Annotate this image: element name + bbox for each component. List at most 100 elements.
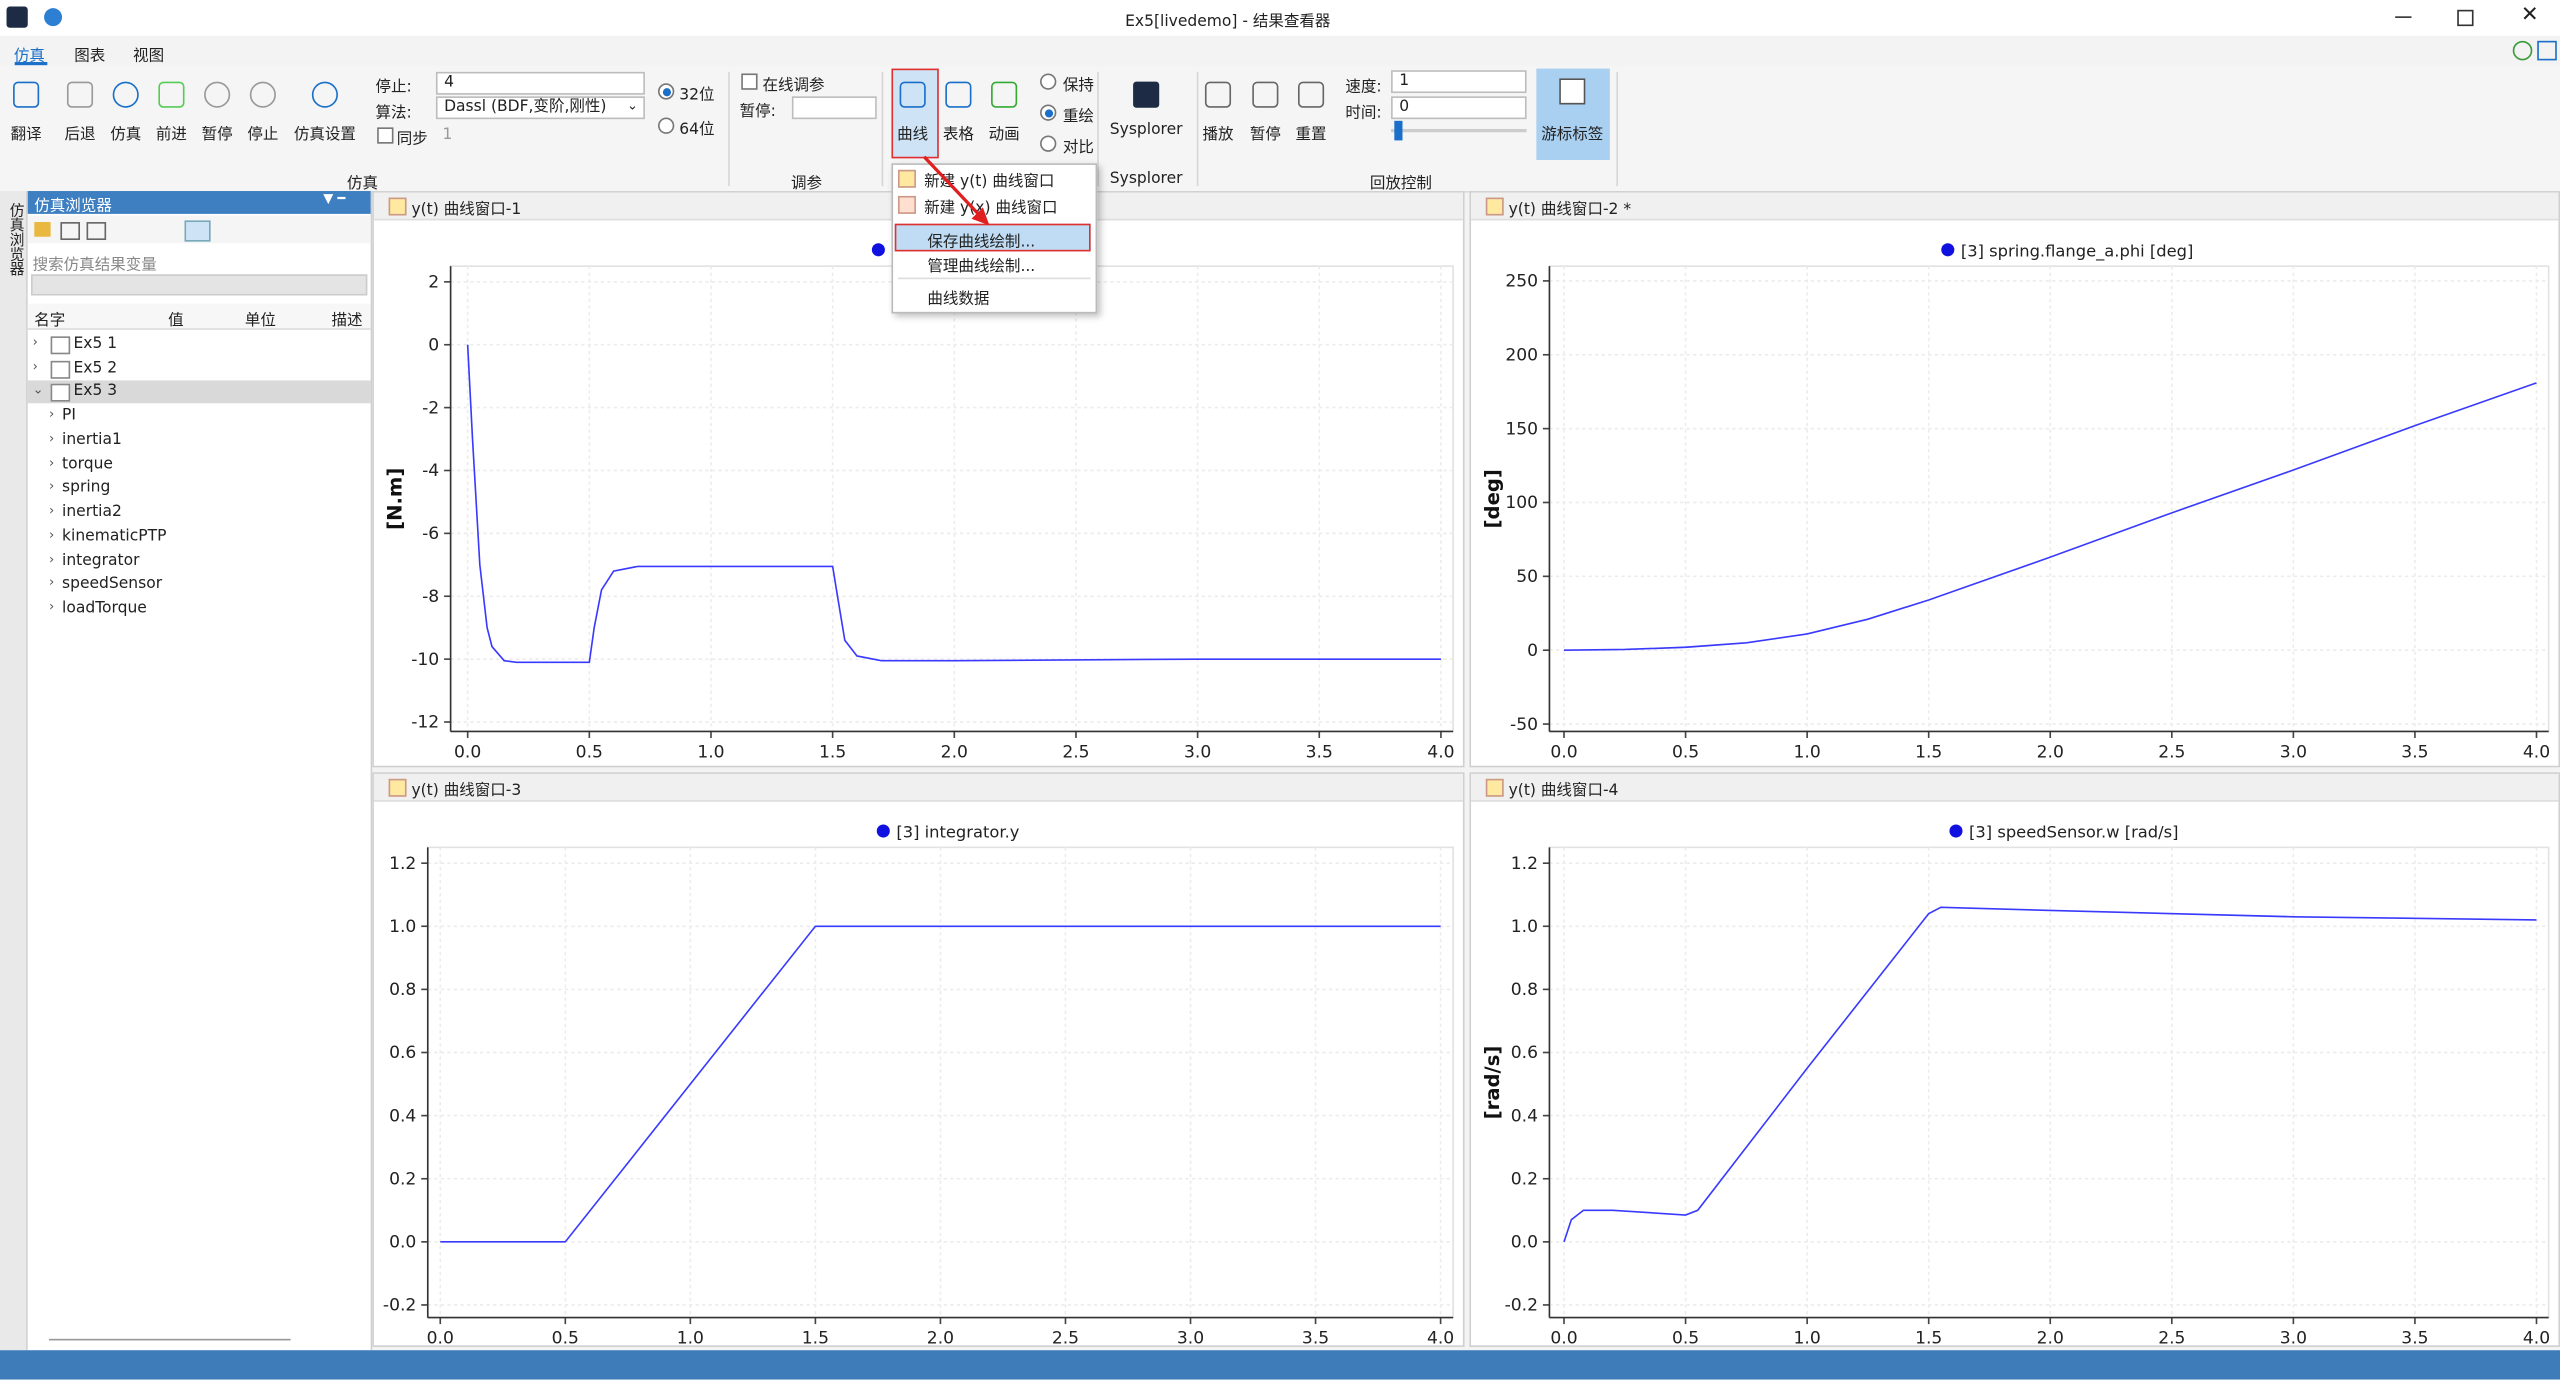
algo-select[interactable]: Dassl (BDF,变阶,刚性): [435, 96, 645, 120]
filter-bar[interactable]: [31, 274, 368, 296]
minimize[interactable]: [2395, 16, 2412, 18]
expander[interactable]: ›: [48, 526, 55, 542]
expander[interactable]: ›: [48, 551, 55, 566]
expander[interactable]: ›: [48, 406, 55, 422]
button-icon[interactable]: [158, 81, 185, 108]
menu-item[interactable]: 保存曲线绘制...: [927, 233, 1036, 252]
ribbon-button[interactable]: 翻译: [10, 125, 42, 144]
maximize[interactable]: [2457, 9, 2474, 27]
stop-input[interactable]: 4: [435, 71, 645, 95]
expander[interactable]: ⌄: [32, 382, 44, 398]
menu-tab[interactable]: 仿真: [13, 47, 45, 66]
plot-tab[interactable]: y(t) 曲线窗口-4: [1508, 782, 1619, 801]
ribbon-button[interactable]: 曲线: [897, 125, 929, 144]
tool-curve[interactable]: [184, 220, 211, 242]
close[interactable]: ✕: [2520, 3, 2539, 28]
expander[interactable]: ›: [48, 430, 55, 446]
ribbon-button[interactable]: 重置: [1295, 125, 1327, 144]
pause-input[interactable]: [791, 96, 877, 120]
ribbon-button[interactable]: 后退: [64, 125, 96, 144]
ribbon-button[interactable]: 前进: [155, 125, 187, 144]
button-icon[interactable]: [945, 81, 972, 108]
online-checkbox[interactable]: [741, 73, 758, 90]
expander[interactable]: ›: [48, 478, 55, 494]
button-icon[interactable]: [112, 81, 139, 108]
ribbon-button[interactable]: 仿真设置: [293, 125, 356, 144]
quick-run[interactable]: [44, 8, 63, 27]
expander[interactable]: ›: [48, 454, 55, 470]
slider-thumb[interactable]: [1394, 120, 1403, 141]
ribbon-button[interactable]: 暂停: [1249, 125, 1281, 144]
menu-item[interactable]: 新建 y(x) 曲线窗口: [924, 199, 1058, 218]
expander[interactable]: ›: [48, 599, 55, 614]
tree-item[interactable]: Ex5 2: [73, 358, 118, 377]
button-icon[interactable]: [1252, 81, 1279, 108]
tree-item[interactable]: speedSensor: [62, 575, 163, 594]
button-icon[interactable]: [13, 81, 40, 108]
ribbon-button[interactable]: 动画: [988, 125, 1020, 144]
tree-item[interactable]: PI: [62, 406, 76, 425]
speed-select[interactable]: 1: [1391, 70, 1527, 94]
ribbon-button[interactable]: 停止: [247, 125, 279, 144]
side-tab[interactable]: 仿真浏览器: [6, 202, 23, 276]
tree-item[interactable]: spring: [62, 478, 111, 497]
tree-item[interactable]: kinematicPTP: [62, 526, 167, 545]
button-icon[interactable]: [991, 81, 1018, 108]
browser-header: [27, 191, 371, 214]
pin[interactable]: [2537, 40, 2557, 61]
menu-item[interactable]: 管理曲线绘制...: [927, 257, 1036, 276]
scrollbar[interactable]: [48, 1338, 291, 1341]
tree-item[interactable]: Ex5 1: [73, 334, 118, 353]
plot-tab[interactable]: y(t) 曲线窗口-1: [411, 200, 522, 219]
tree-item[interactable]: loadTorque: [62, 599, 147, 618]
mode-radio[interactable]: [1040, 135, 1057, 152]
button-icon[interactable]: [311, 81, 338, 108]
browser-title: 仿真浏览器: [34, 197, 112, 216]
y-tick-label: 1.0: [389, 917, 416, 937]
expander[interactable]: ›: [48, 502, 55, 518]
menu-item[interactable]: 曲线数据: [927, 290, 990, 309]
button-icon[interactable]: [249, 81, 276, 108]
menu-tab[interactable]: 图表: [74, 47, 106, 66]
mode-radio[interactable]: [1040, 73, 1057, 90]
expander[interactable]: ›: [32, 334, 38, 350]
panel-menu[interactable]: ▼ ━: [323, 191, 346, 206]
sysplorer-icon[interactable]: [1133, 81, 1160, 108]
button-icon[interactable]: [899, 81, 926, 108]
menu-tab[interactable]: 视图: [133, 47, 165, 66]
arrow-head: [971, 207, 990, 226]
series-line: [1564, 382, 2537, 652]
tree-item[interactable]: integrator: [62, 551, 140, 569]
time-slider[interactable]: [1391, 128, 1527, 133]
plot-tab[interactable]: y(t) 曲线窗口-3: [411, 782, 522, 801]
button-icon[interactable]: [1204, 81, 1232, 108]
ribbon-button[interactable]: 暂停: [201, 125, 233, 144]
menu-item[interactable]: 新建 y(t) 曲线窗口: [924, 173, 1055, 192]
button-icon[interactable]: [204, 81, 231, 108]
tool-grid[interactable]: [86, 222, 107, 241]
search-box[interactable]: 搜索仿真结果变量: [32, 256, 157, 275]
tree-item[interactable]: Ex5 3: [73, 382, 118, 401]
x-tick-label: 3.0: [1184, 743, 1211, 763]
result-icon: [50, 336, 71, 355]
plot-tab[interactable]: y(t) 曲线窗口-2 *: [1508, 200, 1632, 219]
ribbon-button[interactable]: 播放: [1202, 125, 1234, 144]
sysplorer-button[interactable]: Sysplorer: [1109, 120, 1183, 139]
radio-32[interactable]: [657, 83, 675, 100]
time-input[interactable]: 0: [1391, 96, 1527, 120]
tree-item[interactable]: inertia2: [62, 502, 122, 521]
ribbon-button[interactable]: 仿真: [110, 125, 142, 144]
expander[interactable]: ›: [48, 575, 55, 590]
sync-checkbox[interactable]: [377, 127, 394, 144]
tool-open[interactable]: [34, 222, 51, 237]
tool-save[interactable]: [60, 222, 81, 241]
mode-radio[interactable]: [1040, 104, 1057, 121]
help[interactable]: [2512, 40, 2533, 61]
expander[interactable]: ›: [32, 358, 38, 374]
button-icon[interactable]: [1297, 81, 1325, 108]
tree-item[interactable]: inertia1: [62, 430, 122, 449]
radio-64[interactable]: [657, 117, 675, 134]
tree-item[interactable]: torque: [62, 454, 113, 473]
ribbon-button[interactable]: 表格: [942, 125, 974, 144]
button-icon[interactable]: [66, 81, 94, 108]
